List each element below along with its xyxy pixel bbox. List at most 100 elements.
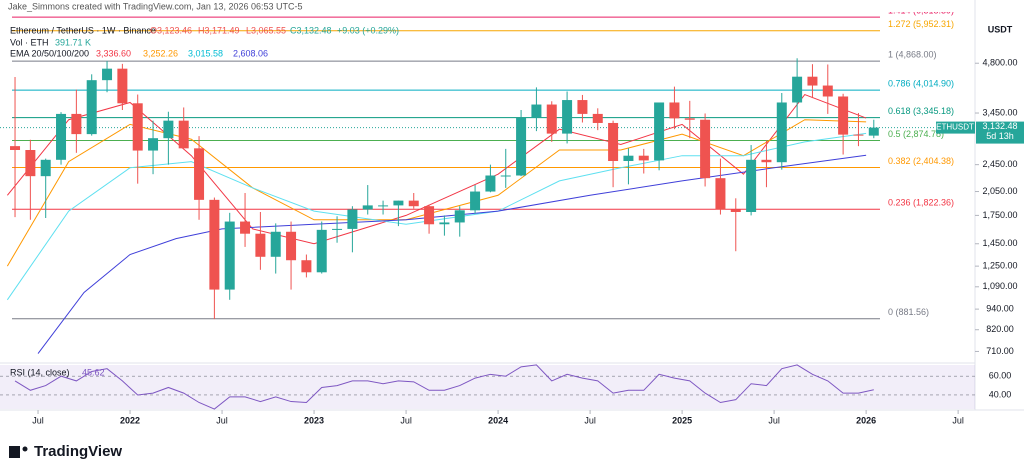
candle-body	[470, 191, 481, 211]
legend-ema-value: 3,252.26	[143, 48, 178, 58]
x-tick-label: Jul	[584, 415, 596, 425]
fib-label: 1.414 (6,518.39)	[888, 5, 954, 15]
tag-price: 3,132.48	[982, 121, 1017, 131]
candle-body	[439, 222, 450, 225]
x-tick-label: 2026	[856, 415, 876, 425]
legend-ema-value: 3,015.58	[188, 48, 223, 58]
candle-body	[71, 113, 82, 135]
rsi-label: RSI (14, close)	[10, 367, 70, 377]
legend-ema-value: 3,336.60	[96, 48, 131, 58]
x-tick-label: 2023	[304, 415, 324, 425]
rsi-value: 45.62	[82, 367, 105, 377]
rsi-group: 60.00 40.00	[0, 364, 1011, 410]
candle-body	[255, 233, 266, 257]
candle-body	[792, 76, 803, 103]
brand-name: TradingView	[34, 443, 122, 460]
fib-label: 0.382 (2,404.38)	[888, 156, 954, 166]
candle-body	[316, 229, 327, 273]
y-tick-label: 2,050.00	[982, 186, 1017, 196]
legend-close: C3,132.48	[290, 25, 332, 35]
candle-body	[163, 120, 174, 139]
candle-body	[393, 200, 404, 206]
tag-countdown: 5d 13h	[986, 131, 1014, 141]
candle-body	[730, 209, 741, 212]
candle-body	[577, 100, 588, 114]
candle-body	[224, 221, 235, 290]
y-tick-label: 1,250.00	[982, 261, 1017, 271]
candle-body	[592, 113, 603, 123]
legend-low: L3,065.55	[246, 25, 286, 35]
rsi-band	[0, 365, 975, 409]
fib-label: 1.272 (5,952.31)	[888, 19, 954, 29]
x-tick-label: 2022	[120, 415, 140, 425]
candle-body	[838, 96, 849, 135]
candle-body	[485, 175, 496, 192]
candle-body	[86, 80, 97, 135]
candle-body	[332, 228, 343, 230]
candle-body	[25, 149, 36, 177]
candle-body	[117, 68, 128, 104]
candle-body	[178, 120, 189, 149]
candle-group	[10, 58, 879, 320]
y-tick-label: 710.00	[986, 346, 1014, 356]
logo-mark	[22, 446, 28, 452]
candle-body	[102, 68, 113, 81]
candle-body	[822, 85, 833, 97]
tag-box	[976, 121, 1024, 144]
candle-body	[807, 76, 818, 86]
fib-label: 0 (881.56)	[888, 307, 929, 317]
y-tick-label: 820.00	[986, 324, 1014, 334]
x-tick-label: Jul	[952, 415, 964, 425]
tag-symbol-box	[936, 121, 975, 134]
candle-body	[56, 113, 67, 160]
fib-label: 1 (4,868.00)	[888, 49, 937, 59]
fib-label: 0.236 (1,822.36)	[888, 198, 954, 208]
rsi-line	[14, 364, 874, 410]
legend-symbol: Ethereum / TetherUS · 1W · Binance	[10, 25, 156, 35]
candle-body	[347, 209, 358, 229]
candle-body	[408, 200, 419, 207]
y-tick-label: 3,450.00	[982, 107, 1017, 117]
candle-body	[132, 103, 143, 151]
fib-label: 0.5 (2,874.78)	[888, 129, 944, 139]
legend-vol-value: 391.71 K	[55, 37, 91, 47]
candle-body	[209, 199, 220, 290]
x-tick-label: Jul	[216, 415, 228, 425]
legend-open: O3,123.46	[150, 25, 192, 35]
candle-body	[853, 134, 864, 136]
candle-body	[301, 260, 312, 273]
tag-symbol: ETHUSDT	[936, 123, 974, 132]
ema-line	[37, 154, 867, 354]
candle-body	[378, 205, 389, 207]
candle-body	[194, 148, 205, 200]
x-tick-label: Jul	[32, 415, 44, 425]
x-tick-label: 2024	[488, 415, 508, 425]
candle-body	[654, 102, 665, 161]
candle-body	[270, 231, 281, 257]
candle-body	[761, 159, 772, 163]
logo-mark	[9, 446, 20, 458]
x-tick-label: Jul	[768, 415, 780, 425]
candle-body	[362, 205, 373, 210]
y-tick-label: 940.00	[986, 303, 1014, 313]
fib-label: 0.618 (3,345.18)	[888, 106, 954, 116]
currency: USDT	[988, 24, 1013, 34]
y-tick-label: 2,450.00	[982, 159, 1017, 169]
candle-body	[240, 221, 251, 234]
candle-body	[500, 175, 511, 177]
candle-body	[715, 178, 726, 210]
candle-body	[454, 210, 465, 223]
brand: TradingView	[9, 443, 122, 460]
candle-body	[669, 102, 680, 119]
y-tick-label: 1,450.00	[982, 238, 1017, 248]
fib-label: 0.786 (4,014.90)	[888, 79, 954, 89]
y-tick-label: 1,750.00	[982, 210, 1017, 220]
x-tick-label: Jul	[400, 415, 412, 425]
legend-change: +9.03 (+0.29%)	[337, 25, 399, 35]
candle-body	[700, 119, 711, 179]
x-tick-label: 2025	[672, 415, 692, 425]
y-tick-label: 4,800.00	[982, 58, 1017, 68]
